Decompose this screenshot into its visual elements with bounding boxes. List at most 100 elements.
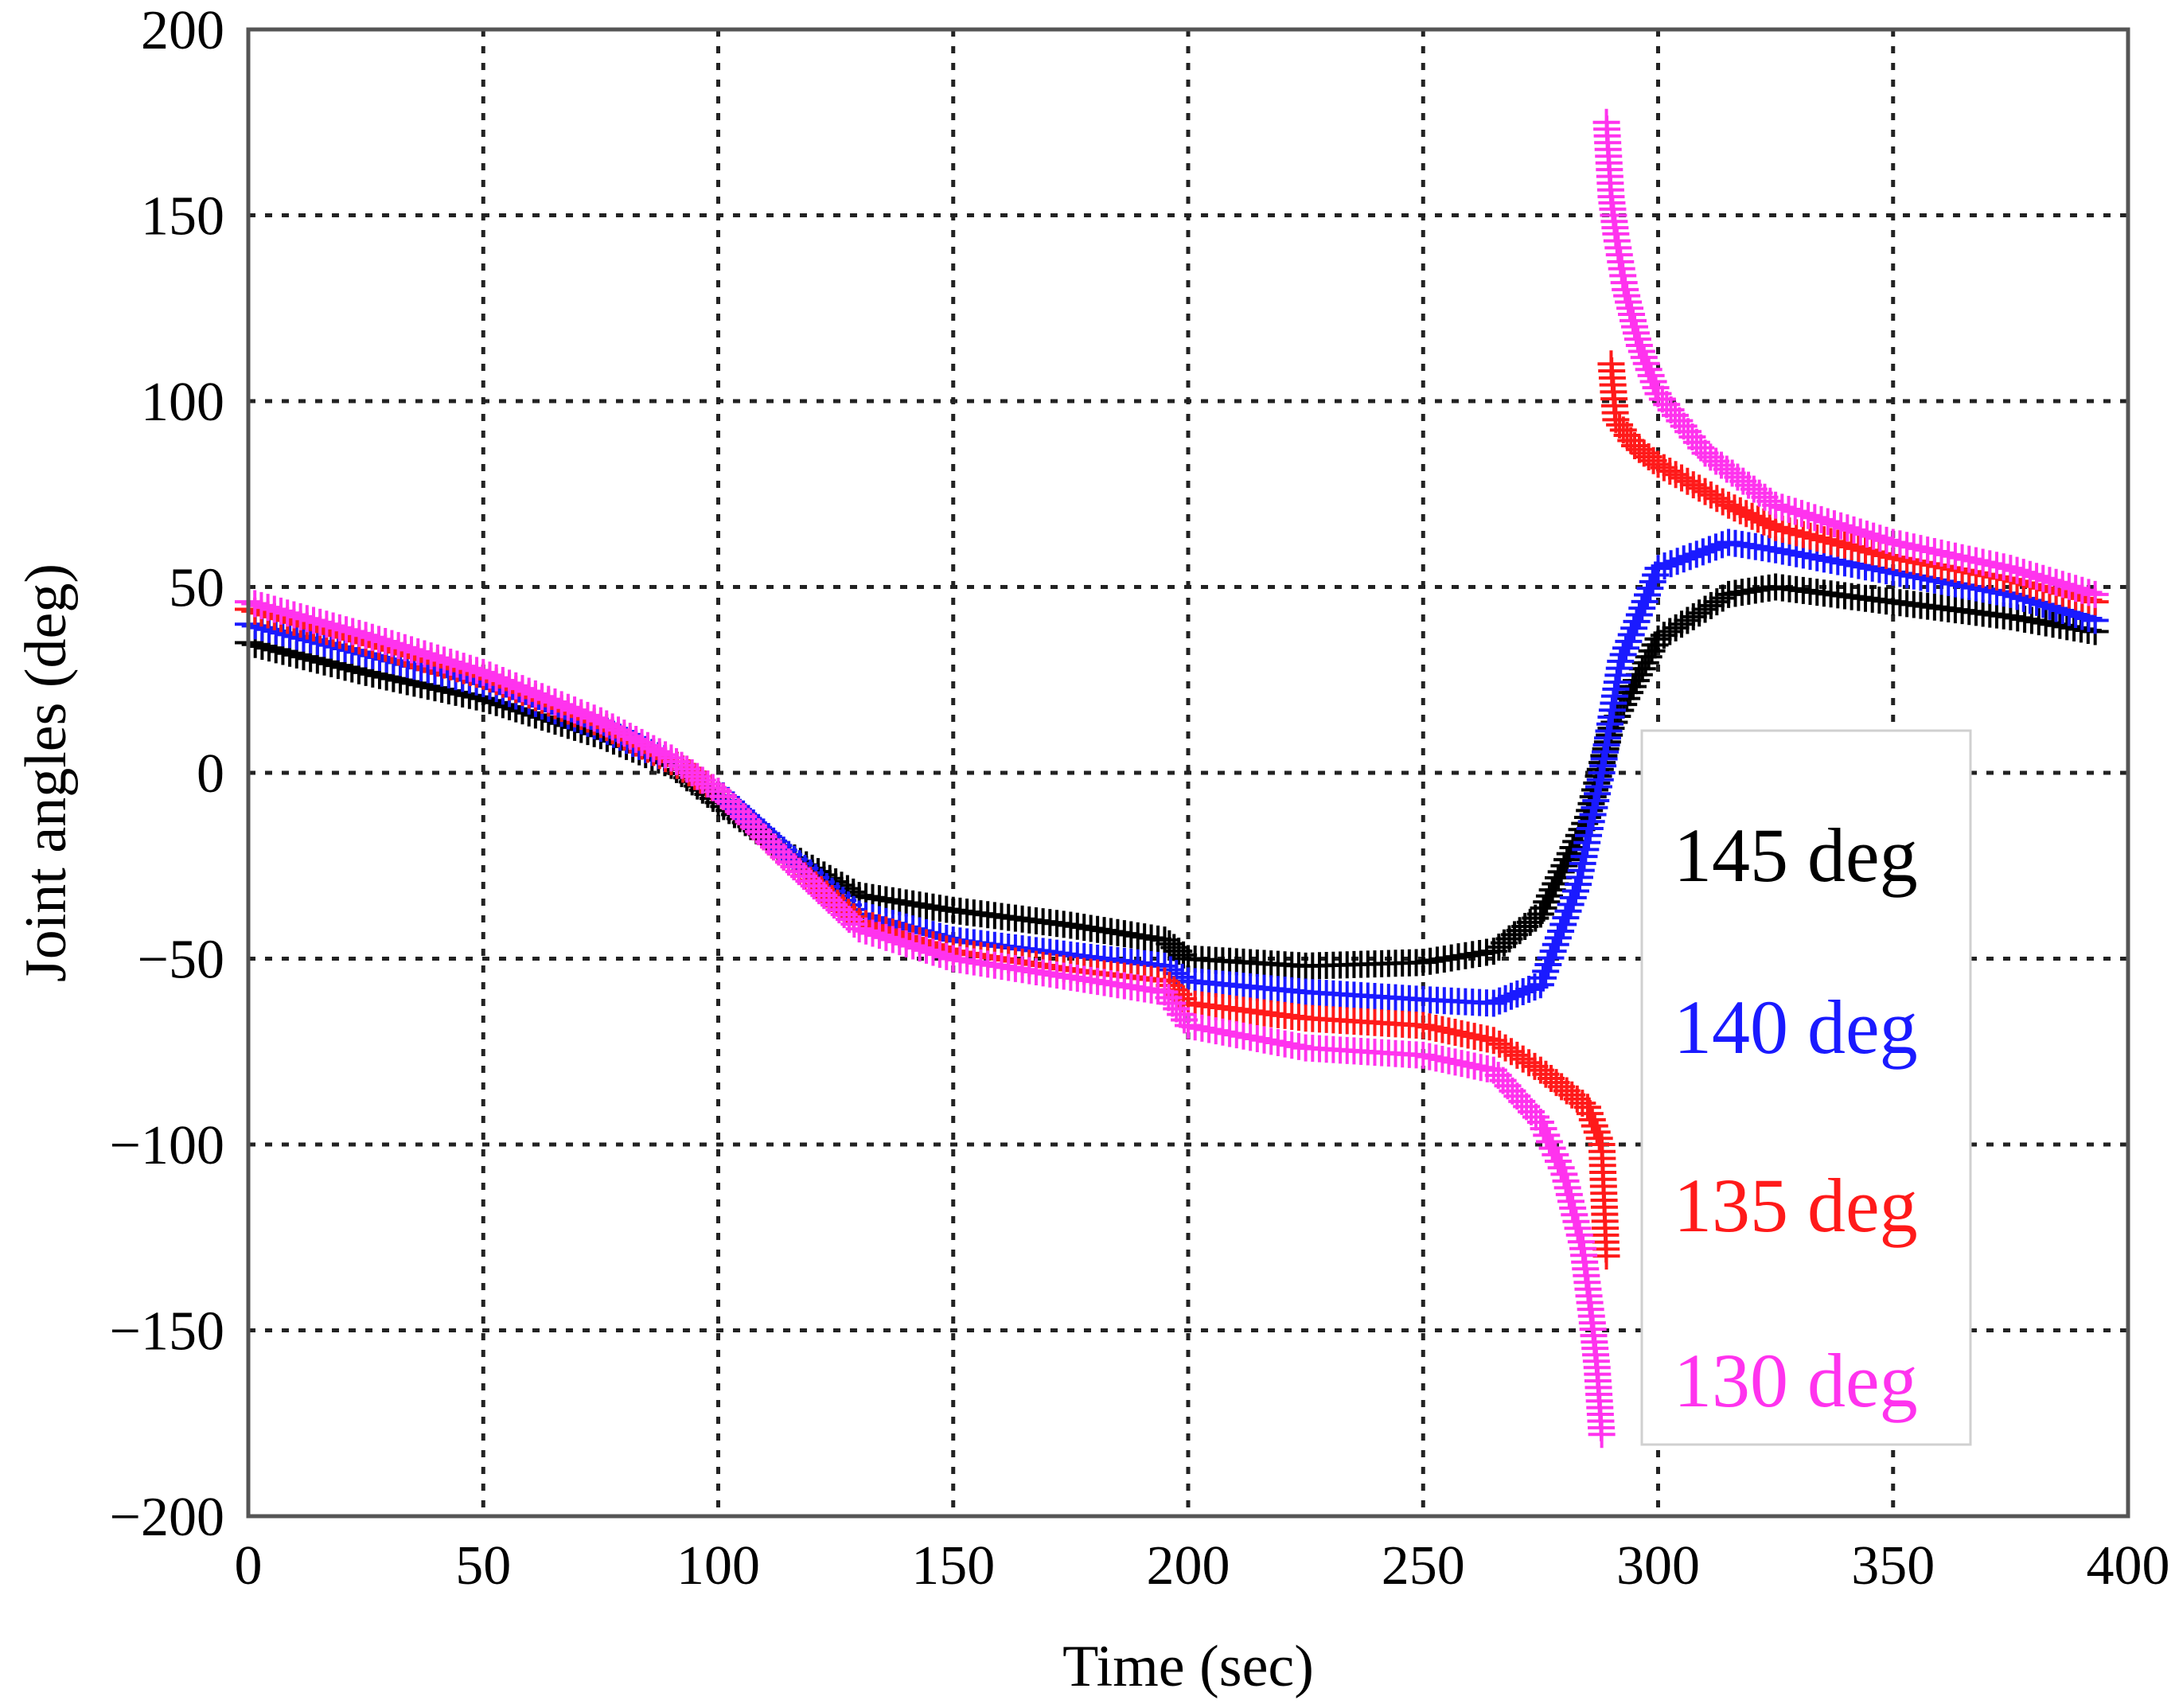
data-point: [859, 919, 887, 947]
data-point: [1709, 488, 1736, 516]
data-point: [1530, 1115, 1557, 1143]
data-point: [1768, 493, 1796, 521]
data-point: [1615, 627, 1643, 655]
data-point: [1636, 575, 1664, 602]
data-point: [633, 731, 661, 759]
data-point: [2009, 559, 2037, 587]
data-point: [933, 942, 961, 970]
data-point: [443, 650, 471, 678]
data-point: [372, 627, 400, 655]
y-tick-label: 200: [141, 0, 224, 61]
x-tick-label: 400: [2087, 1535, 2170, 1597]
data-point: [535, 685, 563, 713]
data-point: [384, 632, 412, 660]
data-point: [913, 936, 941, 964]
data-point: [1663, 548, 1691, 575]
data-point: [1824, 529, 1852, 557]
data-point: [1542, 870, 1569, 898]
x-axis-title: Time (sec): [1062, 1634, 1314, 1699]
data-point: [313, 610, 341, 638]
data-point: [267, 597, 295, 625]
data-point: [339, 618, 367, 645]
data-point: [293, 605, 321, 633]
y-tick-label: −100: [110, 1115, 224, 1176]
data-point: [1576, 1100, 1604, 1128]
data-point: [482, 664, 510, 692]
data-point: [1635, 643, 1662, 671]
data-point: [1630, 344, 1658, 372]
data-point: [515, 677, 543, 705]
data-point: [1567, 1228, 1595, 1256]
data-point: [1637, 361, 1665, 389]
data-point: [541, 688, 569, 716]
data-point: [892, 930, 920, 957]
y-tick-label: 0: [197, 743, 224, 805]
legend-box: [1640, 729, 1972, 1446]
data-point: [1639, 368, 1667, 396]
data-point: [1550, 1160, 1578, 1188]
data-point: [1674, 467, 1701, 495]
data-point: [852, 917, 880, 945]
data-point: [1750, 508, 1778, 536]
data-point: [352, 622, 380, 649]
data-point: [605, 716, 633, 744]
data-point: [587, 707, 614, 735]
data-point: [879, 926, 906, 953]
data-point: [919, 938, 947, 966]
data-point: [1827, 512, 1855, 540]
data-point: [1644, 450, 1672, 478]
data-point: [2048, 571, 2076, 599]
series-layer: [235, 108, 2109, 1449]
data-point: [476, 661, 504, 689]
data-point: [411, 640, 439, 668]
data-point: [1620, 614, 1648, 642]
data-point: [496, 669, 524, 697]
data-point: [1695, 536, 1723, 563]
data-point: [1635, 356, 1662, 384]
data-point: [274, 599, 302, 627]
data-point: [1612, 634, 1640, 662]
y-axis-title: Joint angles (deg): [14, 563, 79, 982]
data-point: [628, 728, 656, 756]
data-point: [1756, 511, 1783, 539]
data-point: [1561, 877, 1589, 905]
data-point: [2036, 567, 2064, 595]
data-point: [1676, 543, 1704, 571]
data-point: [280, 601, 308, 629]
data-point: [2029, 564, 2057, 592]
legend-entry-135-deg: 135 deg: [1674, 1163, 1918, 1248]
data-point: [652, 741, 680, 769]
data-point: [1715, 491, 1743, 519]
data-point: [1803, 524, 1831, 552]
legend-entry-140-deg: 140 deg: [1674, 985, 1918, 1070]
data-point: [1689, 538, 1717, 566]
data-point: [1691, 478, 1719, 505]
data-point: [423, 644, 451, 672]
data-point: [1547, 1154, 1575, 1182]
data-point: [470, 658, 497, 686]
data-point: [1538, 876, 1566, 904]
data-point: [1479, 989, 1507, 1017]
legend: 145 deg 140 deg 135 deg 130 deg: [1640, 729, 1972, 1446]
data-point: [2068, 576, 2096, 604]
data-point: [1795, 501, 1822, 529]
data-point: [1526, 900, 1554, 928]
data-point: [1581, 1112, 1608, 1140]
data-point: [1503, 980, 1531, 1008]
data-point: [254, 594, 282, 622]
data-point: [1845, 535, 1873, 563]
data-point: [300, 606, 328, 634]
data-point: [645, 738, 673, 766]
data-point: [1509, 977, 1537, 1005]
series-130-deg: [235, 108, 2109, 1449]
data-point: [1491, 985, 1519, 1012]
data-point: [325, 614, 353, 641]
data-point: [554, 693, 582, 721]
data-point: [345, 619, 373, 647]
data-point: [1550, 852, 1578, 879]
data-point: [509, 675, 536, 703]
data-point: [365, 626, 393, 653]
y-tick-label: −200: [110, 1487, 224, 1548]
data-point: [2055, 572, 2083, 600]
